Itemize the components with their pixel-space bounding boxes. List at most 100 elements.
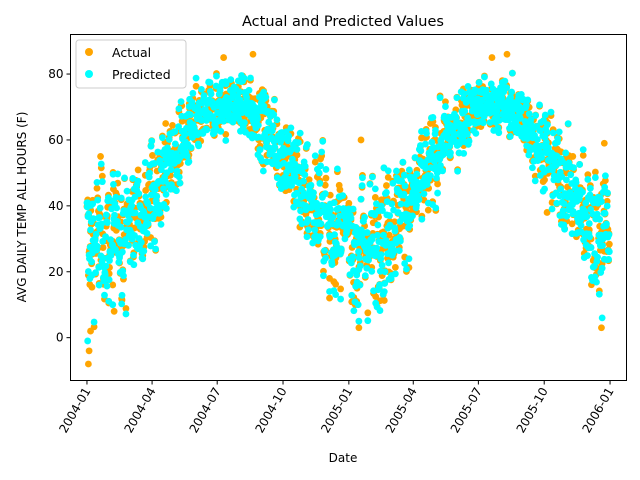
- data-point: [561, 225, 568, 233]
- data-point: [577, 222, 585, 229]
- data-point: [103, 282, 111, 290]
- data-point: [117, 223, 125, 231]
- data-point: [149, 152, 156, 159]
- data-point: [87, 226, 94, 234]
- data-point: [118, 248, 126, 256]
- data-point: [95, 263, 103, 271]
- data-point: [531, 172, 539, 180]
- x-tick-label: 2005-04: [383, 385, 420, 435]
- data-point: [598, 314, 606, 322]
- data-point: [559, 207, 567, 215]
- data-point: [460, 90, 468, 98]
- data-point: [187, 144, 195, 152]
- data-point: [503, 50, 511, 58]
- data-point: [463, 130, 471, 138]
- y-tick-label: 80: [48, 67, 63, 81]
- x-axis-ticks: 2004-01 2004-04 2004-07 2004-10 2005-01 2005-…: [56, 380, 617, 435]
- data-point: [390, 247, 398, 255]
- data-point: [389, 179, 397, 187]
- data-point: [181, 131, 189, 139]
- data-point: [413, 201, 420, 209]
- data-point: [584, 252, 591, 259]
- data-point: [395, 247, 403, 255]
- data-point: [605, 240, 613, 248]
- data-point: [591, 174, 599, 181]
- data-point: [374, 231, 381, 239]
- data-point: [303, 141, 311, 148]
- data-point: [167, 166, 175, 174]
- data-point: [118, 300, 126, 308]
- data-point: [562, 149, 570, 157]
- data-point: [173, 187, 180, 195]
- data-point: [545, 144, 552, 152]
- data-point: [536, 101, 543, 109]
- data-point: [522, 101, 530, 109]
- data-point: [240, 74, 248, 82]
- data-point: [358, 182, 366, 190]
- data-point: [305, 226, 312, 234]
- data-point: [320, 272, 327, 280]
- data-point: [93, 178, 101, 186]
- data-point: [482, 86, 490, 94]
- legend-swatch-predicted: [85, 70, 93, 78]
- data-point: [114, 170, 122, 178]
- data-point: [400, 190, 408, 198]
- data-point: [584, 176, 592, 183]
- data-point: [316, 180, 324, 187]
- data-point: [148, 137, 156, 145]
- data-point: [403, 265, 410, 273]
- data-point: [177, 98, 185, 106]
- data-point: [569, 153, 577, 160]
- data-point: [481, 73, 488, 81]
- data-points: [83, 50, 613, 368]
- data-point: [189, 134, 196, 141]
- data-point: [345, 199, 353, 207]
- data-point: [84, 337, 92, 345]
- data-point: [529, 164, 536, 172]
- data-point: [160, 185, 167, 193]
- data-point: [371, 185, 379, 193]
- y-axis-ticks: 0 20 40 60 80: [48, 67, 71, 345]
- data-point: [144, 220, 152, 228]
- data-point: [235, 88, 243, 96]
- data-point: [207, 90, 215, 98]
- data-point: [569, 208, 577, 215]
- data-point: [88, 258, 96, 266]
- data-point: [107, 236, 114, 244]
- data-point: [273, 116, 281, 124]
- data-point: [220, 117, 228, 125]
- data-point: [436, 94, 444, 102]
- data-point: [316, 233, 324, 241]
- data-point: [369, 173, 376, 181]
- data-point: [603, 202, 611, 210]
- data-point: [150, 211, 158, 219]
- data-point: [118, 291, 126, 299]
- data-point: [374, 221, 382, 229]
- data-point: [587, 244, 595, 251]
- data-point: [400, 171, 408, 179]
- data-point: [112, 193, 120, 201]
- data-point: [309, 239, 317, 247]
- data-point: [359, 174, 366, 182]
- y-tick-label: 40: [48, 199, 63, 213]
- data-point: [527, 116, 535, 124]
- data-point: [391, 270, 399, 278]
- data-point: [353, 271, 361, 279]
- data-point: [557, 185, 565, 193]
- data-point: [105, 276, 113, 284]
- data-point: [102, 211, 110, 219]
- data-point: [85, 347, 93, 355]
- legend: Actual Predicted: [75, 39, 187, 89]
- data-point: [368, 267, 376, 275]
- data-point: [254, 121, 262, 129]
- data-point: [409, 212, 416, 220]
- data-point: [355, 254, 363, 262]
- data-point: [555, 128, 563, 136]
- x-tick-label: 2004-07: [187, 385, 224, 435]
- data-point: [386, 212, 394, 219]
- data-point: [317, 220, 325, 228]
- data-point: [357, 195, 365, 203]
- data-point: [254, 115, 262, 123]
- data-point: [424, 206, 432, 214]
